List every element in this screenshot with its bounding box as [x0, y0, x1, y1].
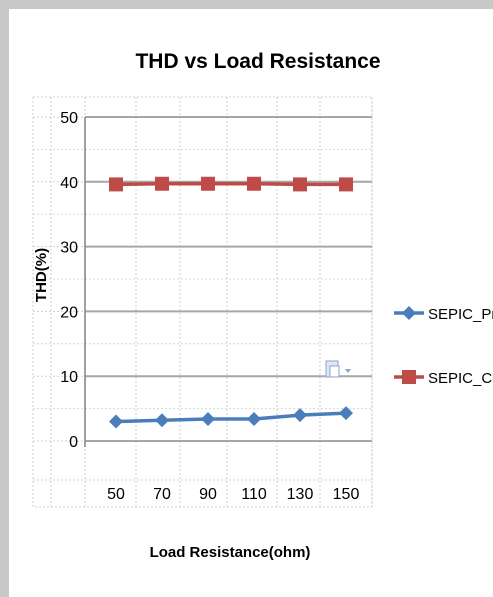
y-tick-label: 0: [69, 434, 78, 451]
series-line: [115, 411, 347, 424]
data-point-marker: [339, 177, 353, 192]
data-point-marker: [201, 176, 215, 191]
data-point-marker: [155, 413, 169, 428]
y-tick-label: 20: [60, 304, 78, 321]
x-tick-label: 90: [199, 486, 217, 503]
x-tick-labels: 50 70 90 110 130 150: [107, 486, 359, 503]
chart-title: THD vs Load Resistance: [135, 50, 380, 73]
data-point-marker: [155, 176, 169, 191]
series-line: [115, 181, 346, 187]
legend: SEPIC_Pro SEPIC_Con: [394, 306, 493, 387]
data-point-marker: [402, 370, 416, 384]
data-point-marker: [293, 408, 307, 423]
x-tick-label: 50: [107, 486, 125, 503]
series-layer: [109, 176, 353, 429]
data-point-marker: [247, 411, 261, 426]
data-point-marker: [247, 176, 261, 191]
x-axis-label: Load Resistance(ohm): [150, 544, 311, 561]
data-point-marker: [109, 414, 123, 429]
legend-label: SEPIC_Pro: [428, 306, 493, 323]
x-tick-label: 130: [287, 486, 314, 503]
grid-lines: [32, 96, 373, 508]
x-tick-label: 110: [241, 486, 267, 503]
data-point-marker: [201, 411, 215, 426]
y-tick-labels: 0 10 20 30 40 50: [60, 110, 78, 451]
data-point-marker: [339, 406, 353, 421]
x-tick-label: 150: [333, 486, 360, 503]
x-tick-label: 70: [153, 486, 171, 503]
window-top-border: [0, 0, 493, 9]
data-point-marker: [109, 177, 123, 192]
y-tick-label: 50: [60, 110, 78, 127]
y-tick-label: 30: [60, 240, 78, 257]
y-axis-label: THD(%): [33, 248, 50, 302]
y-tick-label: 10: [60, 369, 78, 386]
data-point-marker: [402, 306, 416, 320]
plot-frame: [32, 96, 373, 508]
legend-label: SEPIC_Con: [428, 370, 493, 387]
paste-options-icon[interactable]: [325, 360, 351, 378]
window-left-border: [0, 0, 9, 597]
data-point-marker: [293, 177, 307, 192]
y-tick-label: 40: [60, 175, 78, 192]
